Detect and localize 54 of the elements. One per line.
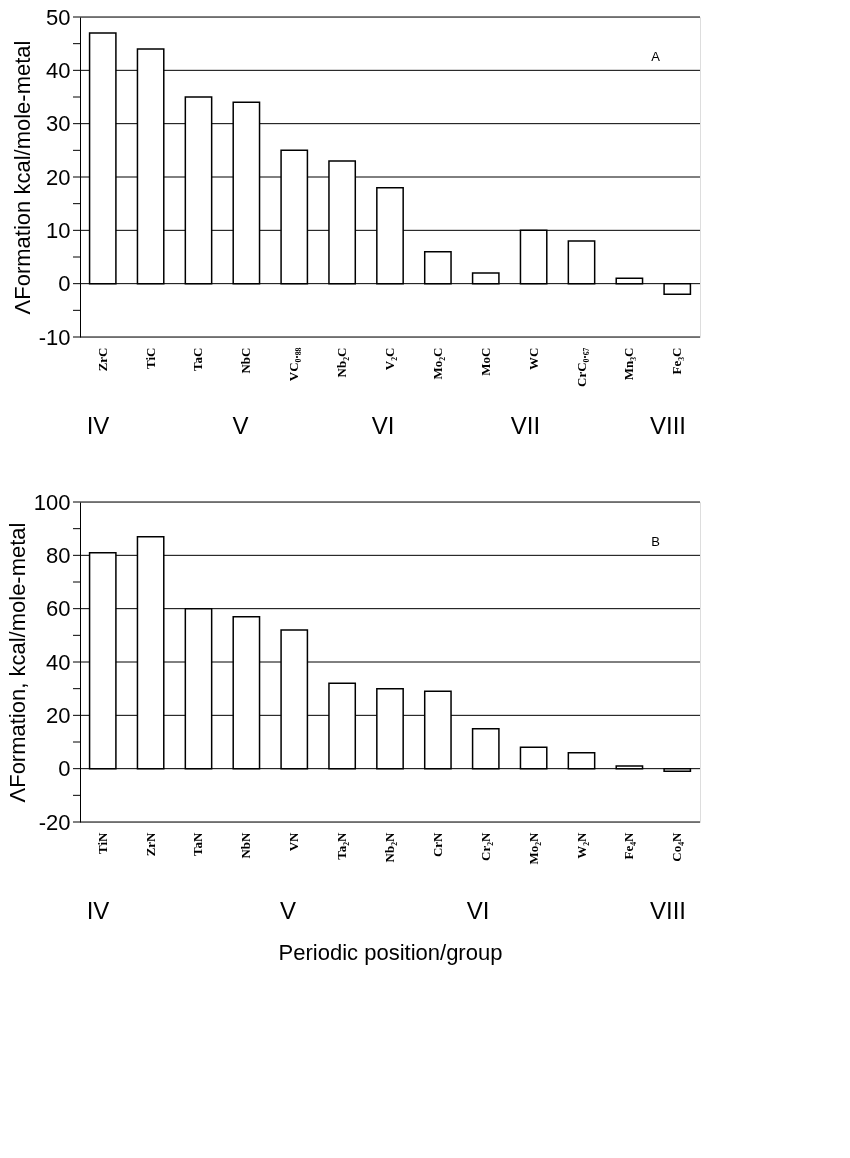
y-tick-label: 20 — [46, 164, 71, 190]
x-tick-label: NbC — [238, 347, 254, 374]
x-tick-label: TaN — [190, 831, 206, 856]
x-tick-label: Fe₃C — [669, 347, 685, 375]
x-tick-label: Cr₂N — [477, 831, 493, 861]
x-tick-label: Mo₂C — [429, 347, 445, 380]
annotation: A — [651, 49, 661, 64]
y-tick-label: 50 — [46, 4, 71, 30]
x-tick-label: MoC — [477, 347, 493, 376]
y-tick-label: -20 — [38, 809, 71, 835]
x-tick-label: CrN — [429, 831, 445, 858]
x-tick-label: V₂C — [382, 347, 397, 371]
x-tick-label: VC₀.₈₈ — [286, 347, 302, 382]
text: VI — [466, 897, 490, 924]
y-tick-label: 0 — [58, 756, 71, 782]
text: V — [232, 412, 249, 439]
annotation: B — [651, 534, 660, 549]
x-tick-label: Mn₃C — [621, 347, 637, 381]
y-tick-label: 0 — [58, 271, 71, 297]
y-tick-label: 80 — [46, 542, 71, 568]
y-tick-label: 30 — [46, 111, 71, 137]
x-axis-title: Periodic position/group — [278, 939, 503, 965]
x-tick-label: Ta₂N — [334, 831, 350, 860]
x-tick-label: VN — [286, 831, 302, 852]
x-tick-label: ZrN — [142, 831, 158, 857]
y-axis-title: ΛFormation kcal/mole-metal — [9, 40, 35, 315]
x-tick-label: TiN — [94, 831, 110, 854]
x-tick-label: TiC — [142, 347, 158, 369]
y-tick-label: 100 — [33, 489, 71, 515]
y-tick-label: 10 — [46, 217, 71, 243]
y-tick-label: 40 — [46, 649, 71, 675]
text: V — [279, 897, 297, 924]
text: VIII — [649, 897, 687, 924]
text: VI — [371, 412, 395, 439]
text: VII — [510, 412, 541, 439]
x-tick-label: ZrC — [94, 347, 110, 372]
y-axis-title: ΛFormation, kcal/mole-metal — [4, 522, 30, 803]
x-tick-label: Nb₂N — [382, 831, 397, 863]
text: IV — [86, 897, 110, 924]
x-tick-label: W₂N — [573, 831, 589, 859]
x-tick-label: Fe₄N — [621, 831, 637, 860]
x-tick-label: Mo₂N — [525, 831, 541, 865]
x-tick-label: WC — [525, 347, 541, 370]
x-tick-label: Co₄N — [669, 831, 685, 862]
x-tick-label: CrC₀.₆₇ — [573, 347, 589, 387]
y-tick-label: 40 — [46, 57, 71, 83]
y-tick-label: -10 — [38, 324, 71, 350]
x-tick-label: TaC — [190, 347, 206, 371]
y-tick-label: 60 — [46, 596, 71, 622]
x-tick-label: Nb₂C — [334, 347, 350, 378]
text: VIII — [649, 412, 687, 439]
y-tick-label: 20 — [46, 702, 71, 728]
x-tick-label: NbN — [238, 831, 254, 859]
text: IV — [86, 412, 110, 439]
